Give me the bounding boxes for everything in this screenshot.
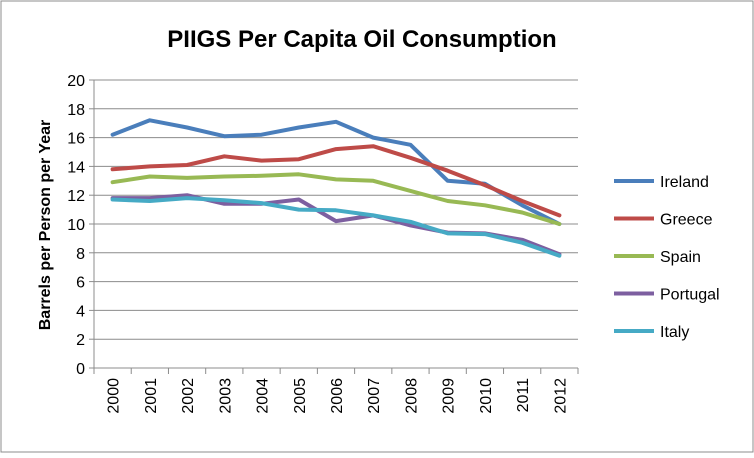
x-tick-label: 2001 bbox=[143, 378, 160, 414]
x-tick-label: 2007 bbox=[366, 378, 383, 414]
x-tick-label: 2011 bbox=[515, 378, 532, 413]
x-tick-label: 2002 bbox=[180, 378, 197, 414]
y-tick-label: 18 bbox=[67, 102, 85, 119]
y-axis-label: Barrels per Person per Year bbox=[37, 120, 54, 331]
x-tick-label: 2004 bbox=[255, 378, 272, 414]
y-tick-label: 0 bbox=[76, 361, 85, 378]
legend-label: Greece bbox=[660, 212, 713, 229]
y-tick-label: 14 bbox=[67, 159, 85, 176]
x-tick-label: 2000 bbox=[106, 378, 123, 414]
series-line-greece bbox=[110, 144, 562, 218]
x-tick-label: 2009 bbox=[441, 378, 458, 414]
legend: Ireland Greece Spain Portugal Italy bbox=[614, 174, 720, 341]
series-line-spain bbox=[110, 172, 562, 226]
chart-title: PIIGS Per Capita Oil Consumption bbox=[167, 26, 556, 53]
legend-label: Portugal bbox=[660, 287, 720, 304]
y-tick-label: 10 bbox=[67, 217, 85, 234]
series-line-italy bbox=[110, 196, 562, 258]
series-lines bbox=[110, 118, 562, 258]
x-tick-label: 2010 bbox=[478, 378, 495, 414]
y-tick-label: 2 bbox=[76, 332, 85, 349]
legend-label: Spain bbox=[660, 249, 701, 266]
y-tick-label: 16 bbox=[67, 131, 85, 148]
x-tick-label: 2005 bbox=[292, 378, 309, 414]
x-tick-label: 2012 bbox=[552, 378, 569, 414]
y-tick-label: 4 bbox=[76, 303, 85, 320]
x-tick-label: 2003 bbox=[217, 378, 234, 414]
y-tick-label: 6 bbox=[76, 275, 85, 292]
x-tick-label: 2006 bbox=[329, 378, 346, 414]
legend-label: Ireland bbox=[660, 174, 709, 191]
y-tick-label: 12 bbox=[67, 188, 85, 205]
x-tick-label: 2008 bbox=[403, 378, 420, 414]
gridlines bbox=[94, 79, 578, 340]
legend-label: Italy bbox=[660, 324, 689, 341]
y-tick-label: 20 bbox=[67, 73, 85, 90]
y-tick-label: 8 bbox=[76, 246, 85, 263]
axes: 0 2 4 6 8 10 12 14 16 18 20 2000 2001 2002 2003 2004 200… bbox=[67, 73, 579, 414]
